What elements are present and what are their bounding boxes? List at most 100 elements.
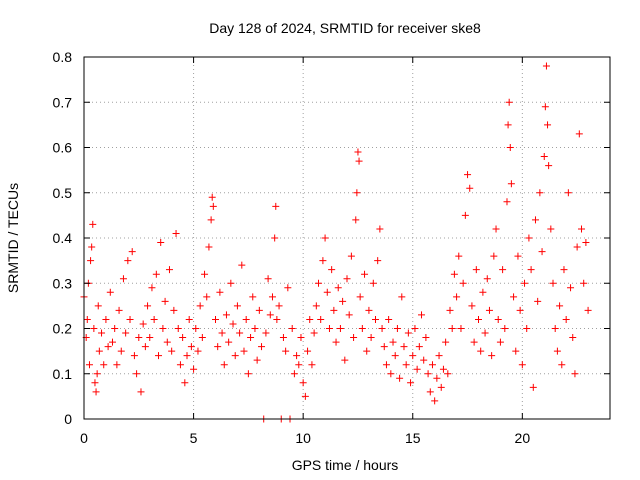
data-point bbox=[301, 392, 309, 400]
data-point bbox=[128, 248, 136, 256]
data-point bbox=[396, 374, 404, 382]
data-point bbox=[238, 261, 246, 269]
data-point bbox=[176, 361, 184, 369]
data-point bbox=[547, 225, 555, 233]
data-point bbox=[220, 361, 228, 369]
data-point bbox=[144, 302, 152, 310]
data-point bbox=[562, 315, 570, 323]
ticks-layer: 0 5 10 15 20 0 0.1 0.2 0.3 0.4 0.5 0.6 0.7 0.8 bbox=[53, 49, 610, 446]
data-point bbox=[212, 315, 219, 323]
data-point bbox=[514, 252, 522, 260]
data-point bbox=[490, 252, 498, 260]
data-point bbox=[540, 153, 548, 161]
data-point bbox=[222, 311, 230, 319]
data-point bbox=[264, 275, 272, 283]
data-point bbox=[353, 189, 361, 197]
data-point bbox=[179, 334, 187, 342]
x-tick-label: 0 bbox=[80, 430, 88, 446]
data-point bbox=[341, 356, 349, 364]
data-point bbox=[407, 379, 415, 387]
data-point bbox=[431, 397, 439, 405]
y-tick-label: 0.7 bbox=[53, 94, 73, 110]
data-point bbox=[510, 293, 518, 301]
data-point bbox=[343, 275, 351, 283]
data-point bbox=[290, 370, 298, 378]
data-point bbox=[216, 288, 224, 296]
data-point bbox=[255, 306, 263, 314]
data-point bbox=[124, 257, 132, 265]
data-point bbox=[378, 325, 386, 332]
data-point bbox=[442, 338, 450, 346]
data-point bbox=[361, 270, 369, 278]
data-point bbox=[558, 361, 566, 369]
data-point bbox=[529, 383, 537, 391]
data-point bbox=[227, 279, 235, 287]
data-point bbox=[236, 329, 244, 337]
data-point bbox=[382, 361, 390, 369]
data-point bbox=[325, 325, 333, 332]
data-point bbox=[159, 325, 167, 332]
data-point bbox=[553, 347, 561, 355]
y-axis-label: SRMTID / TECUs bbox=[5, 183, 21, 293]
data-point bbox=[91, 379, 99, 387]
data-point bbox=[371, 315, 379, 323]
data-point bbox=[400, 343, 408, 351]
data-point bbox=[275, 302, 283, 310]
data-point bbox=[402, 361, 410, 369]
data-point bbox=[209, 202, 217, 210]
data-point bbox=[163, 338, 171, 346]
data-point bbox=[214, 343, 222, 351]
data-point bbox=[242, 315, 250, 323]
data-point bbox=[521, 279, 529, 287]
data-point bbox=[130, 352, 138, 360]
data-point bbox=[315, 279, 323, 287]
data-point bbox=[240, 347, 248, 355]
data-point bbox=[479, 288, 487, 296]
data-point bbox=[573, 243, 581, 251]
data-point bbox=[185, 315, 193, 323]
data-point bbox=[119, 275, 127, 283]
data-point bbox=[102, 315, 110, 323]
data-point bbox=[115, 306, 123, 314]
data-point bbox=[418, 311, 426, 319]
y-tick-label: 0.2 bbox=[53, 321, 73, 337]
data-point bbox=[150, 315, 158, 323]
data-point bbox=[409, 352, 417, 360]
data-point bbox=[461, 211, 469, 219]
data-point bbox=[549, 279, 557, 287]
data-point bbox=[464, 171, 472, 179]
data-point bbox=[183, 352, 191, 360]
data-point bbox=[98, 329, 106, 337]
data-point bbox=[190, 365, 198, 373]
data-point bbox=[135, 334, 143, 342]
data-point bbox=[582, 239, 590, 247]
data-point bbox=[560, 266, 568, 274]
x-tick-label: 15 bbox=[405, 430, 421, 446]
data-point bbox=[88, 243, 96, 251]
data-point bbox=[413, 365, 421, 373]
data-point bbox=[284, 284, 292, 292]
data-point bbox=[165, 266, 173, 274]
data-point bbox=[415, 343, 423, 351]
data-point bbox=[470, 338, 478, 346]
data-point bbox=[198, 334, 206, 342]
data-point bbox=[161, 297, 169, 305]
data-point bbox=[253, 356, 261, 364]
data-point bbox=[428, 361, 436, 369]
y-tick-label: 0.1 bbox=[53, 366, 73, 382]
data-point bbox=[95, 347, 103, 355]
data-point bbox=[385, 315, 393, 323]
data-point bbox=[141, 343, 149, 351]
data-point bbox=[247, 334, 255, 342]
data-point bbox=[492, 225, 500, 233]
data-point bbox=[170, 306, 178, 314]
data-point bbox=[148, 284, 156, 292]
data-point bbox=[571, 370, 579, 378]
data-point bbox=[113, 361, 121, 369]
data-point bbox=[506, 144, 514, 151]
data-point bbox=[111, 325, 119, 332]
data-point bbox=[336, 325, 344, 332]
data-point bbox=[258, 343, 266, 351]
data-point bbox=[501, 325, 509, 332]
